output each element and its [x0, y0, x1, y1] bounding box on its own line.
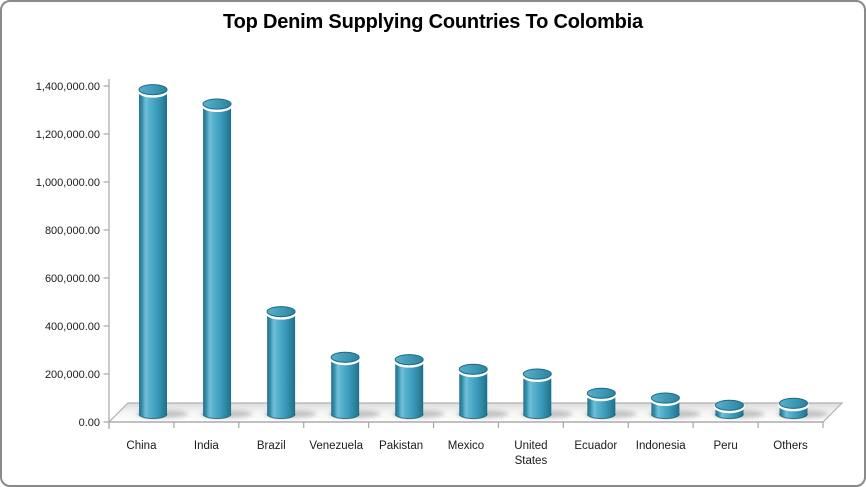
cylinder-bottom [395, 409, 424, 419]
cylinder-bottom-edge [714, 413, 744, 420]
cylinder-bottom-edge [779, 413, 808, 420]
cylinder-top [522, 368, 552, 380]
y-tick-label: 600,000.00 [45, 273, 100, 285]
cylinder-bar-mexico[interactable] [458, 363, 489, 420]
cylinder-bar-china[interactable] [137, 84, 169, 420]
cylinder-top [650, 392, 680, 404]
x-category-label: United [514, 440, 547, 452]
cylinder-body [331, 357, 360, 414]
cylinder-bar-peru[interactable] [714, 399, 745, 420]
x-category-label: Peru [713, 440, 737, 452]
cylinder-body [139, 89, 167, 414]
cylinder-bar-venezuela[interactable] [329, 351, 361, 420]
y-tick-label: 1,200,000.00 [36, 129, 100, 141]
y-tick-label: 400,000.00 [45, 321, 100, 333]
cylinder-bottom [587, 409, 616, 419]
cylinder-top [138, 84, 168, 96]
cylinder-bottom-edge [522, 413, 552, 420]
cylinder-bottom [523, 409, 552, 419]
cylinder-bottom-edge [458, 413, 488, 420]
cylinder-bottom-edge [202, 413, 232, 420]
cylinder-top [202, 98, 232, 110]
cylinder-bar-pakistan[interactable] [394, 354, 425, 420]
x-category-label: Pakistan [379, 440, 423, 452]
cylinder-bottom-edge [330, 413, 360, 420]
cylinder-body [395, 359, 424, 414]
cylinder-top [394, 354, 424, 366]
x-category-label: Others [773, 440, 808, 452]
cylinder-top [458, 363, 488, 375]
cylinder-bottom-edge [650, 413, 680, 420]
cylinder-body [203, 104, 232, 414]
x-category-label: Brazil [257, 440, 286, 452]
cylinder-bottom [203, 409, 232, 419]
cylinder-bar-ecuador[interactable] [586, 387, 617, 420]
cylinder-bottom [331, 409, 360, 419]
cylinder-top [714, 399, 744, 411]
x-category-label: India [194, 440, 220, 452]
cylinder-bottom-edge [266, 413, 296, 420]
x-category-label: Indonesia [636, 440, 686, 452]
cylinder-top [330, 351, 360, 363]
cylinder-bottom-edge [586, 413, 616, 420]
x-category-label: Ecuador [574, 440, 617, 452]
y-tick-label: 1,400,000.00 [36, 81, 100, 93]
cylinder-bottom-edge [138, 413, 168, 420]
y-tick-label: 1,000,000.00 [36, 177, 100, 189]
x-category-label: Mexico [448, 440, 484, 452]
cylinder-top [266, 306, 296, 318]
cylinder-bottom [459, 409, 488, 419]
cylinder-top [586, 387, 616, 399]
chart-title: Top Denim Supplying Countries To Colombi… [223, 11, 643, 33]
cylinder-top [779, 397, 808, 409]
y-tick-label: 0.00 [79, 417, 100, 429]
cylinder-bottom [651, 409, 680, 419]
y-tick-label: 200,000.00 [45, 369, 100, 381]
cylinder-bar-india[interactable] [201, 98, 233, 420]
cylinder-bottom-edge [394, 413, 424, 420]
cylinder-bottom [139, 409, 167, 419]
cylinder-bar-united-states[interactable] [522, 368, 553, 420]
cylinder-bottom [267, 409, 296, 419]
cylinder-bottom [779, 409, 808, 419]
cylinder-body [267, 311, 296, 414]
y-tick-label: 800,000.00 [45, 225, 100, 237]
x-category-label: China [126, 440, 157, 452]
cylinder-bar-indonesia[interactable] [650, 392, 681, 420]
x-category-label: Venezuela [309, 440, 363, 452]
cylinder-bar-others[interactable] [778, 397, 809, 420]
cylinder-bar-brazil[interactable] [265, 306, 297, 420]
x-category-label: States [515, 455, 548, 467]
